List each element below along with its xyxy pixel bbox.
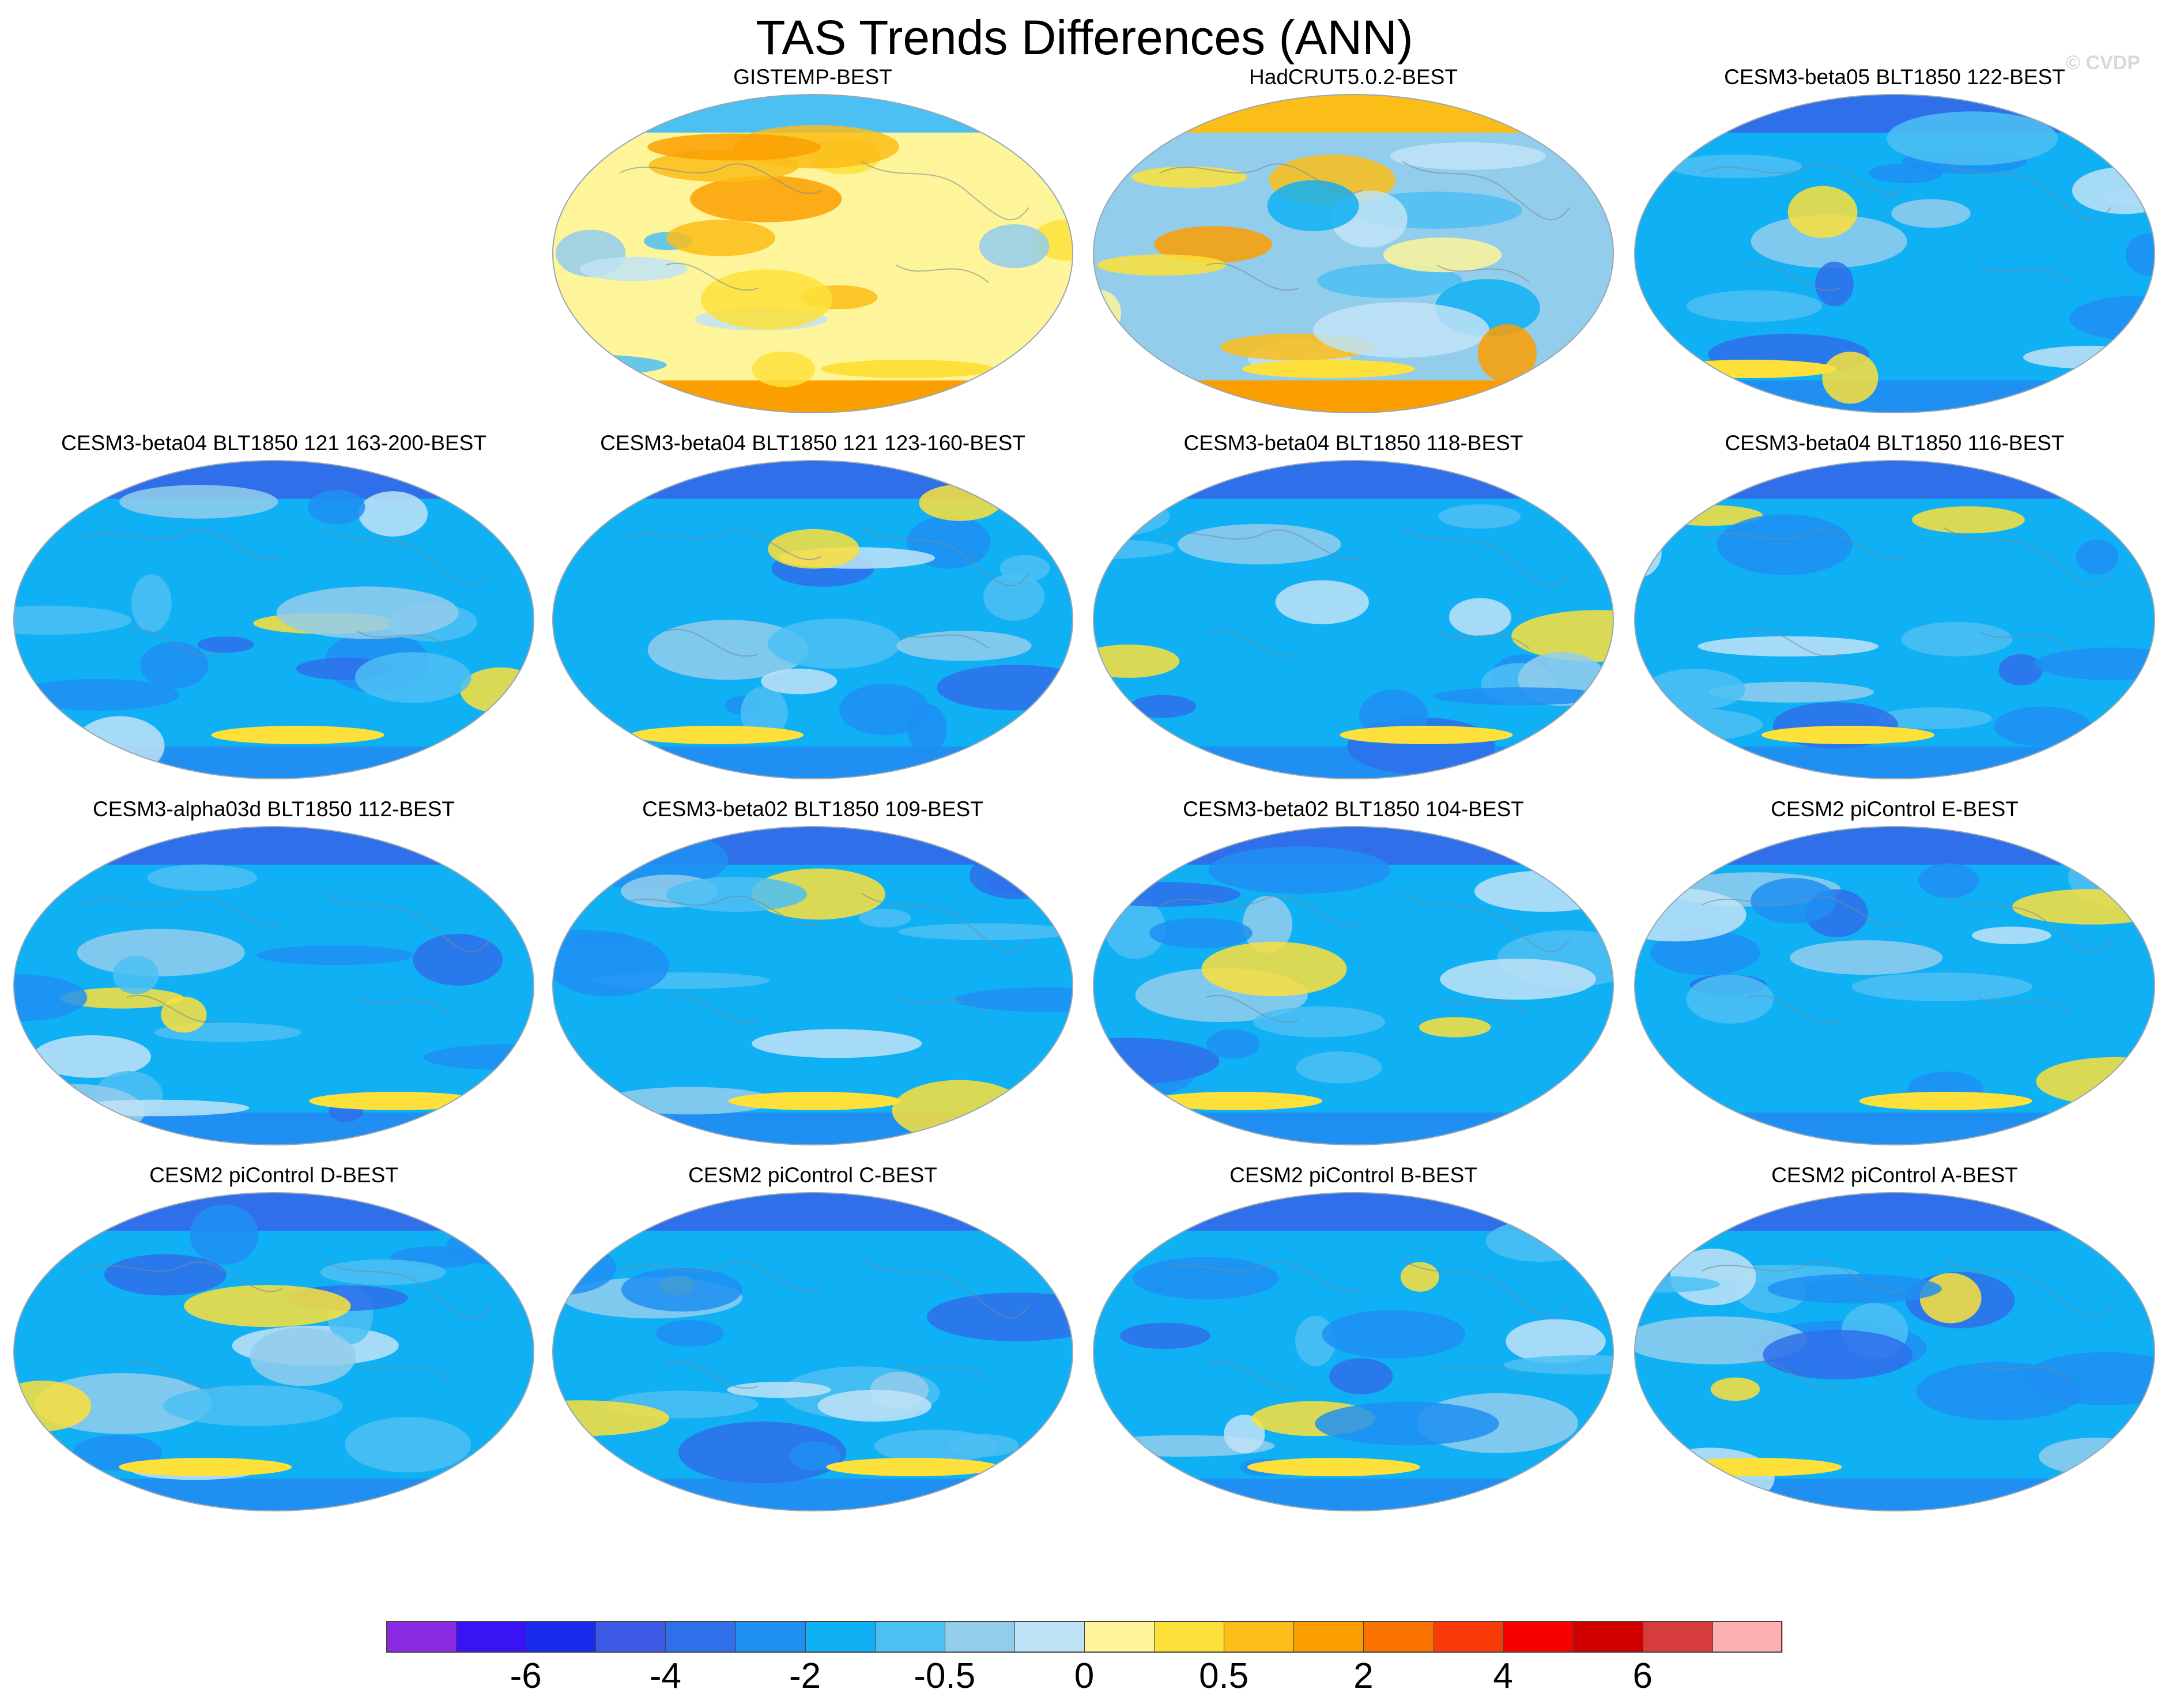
panel-title: CESM2 piControl A-BEST — [1771, 1163, 2018, 1187]
colorbar-swatch — [1363, 1621, 1434, 1653]
colorbar-swatch — [1014, 1621, 1085, 1653]
colorbar-tick-label: 0 — [1074, 1656, 1095, 1696]
colorbar-swatch — [1572, 1621, 1643, 1653]
colorbar-swatch — [1433, 1621, 1504, 1653]
map-panel: CESM3-beta04 BLT1850 121 163-200-BEST — [12, 429, 536, 787]
map-field — [1093, 94, 1614, 413]
map-field — [1634, 1192, 2155, 1511]
map-panel: CESM3-alpha03d BLT1850 112-BEST — [12, 795, 536, 1153]
map-panel: HadCRUT5.0.2-BEST — [1091, 63, 1616, 421]
colorbar-swatch — [595, 1621, 666, 1653]
map-field — [13, 460, 534, 779]
panel-title: CESM3-beta05 BLT1850 122-BEST — [1724, 65, 2065, 89]
map-panel: CESM3-beta02 BLT1850 104-BEST — [1091, 795, 1616, 1153]
chart-title: TAS Trends Differences (ANN) — [756, 10, 1413, 65]
colorbar — [386, 1621, 1783, 1653]
map-field — [1093, 1192, 1614, 1511]
colorbar-tick-label: 0.5 — [1199, 1656, 1249, 1696]
colorbar-swatch — [805, 1621, 876, 1653]
map-field — [1634, 94, 2155, 413]
colorbar-tick-label: -4 — [649, 1656, 681, 1696]
panel-title: CESM3-beta04 BLT1850 121 163-200-BEST — [61, 431, 486, 455]
map-panel: GISTEMP-BEST — [550, 63, 1075, 421]
panel-title: CESM3-beta04 BLT1850 116-BEST — [1725, 431, 2065, 455]
watermark: © CVDP — [2066, 52, 2140, 74]
panel-title: CESM3-beta02 BLT1850 104-BEST — [1183, 797, 1524, 821]
colorbar-tick-label: -2 — [789, 1656, 821, 1696]
map-panel: CESM3-beta04 BLT1850 121 123-160-BEST — [550, 429, 1075, 787]
map-panel: CESM2 piControl E-BEST — [1632, 795, 2157, 1153]
map-panel: CESM3-beta04 BLT1850 118-BEST — [1091, 429, 1616, 787]
colorbar-swatch — [1154, 1621, 1225, 1653]
map-panel: CESM3-beta05 BLT1850 122-BEST — [1632, 63, 2157, 421]
colorbar-tick-label: 4 — [1493, 1656, 1513, 1696]
map-field — [552, 94, 1073, 413]
map-field — [1093, 460, 1614, 779]
map-field — [1634, 826, 2155, 1145]
map-field — [552, 460, 1073, 779]
panel-title: CESM3-alpha03d BLT1850 112-BEST — [93, 797, 455, 821]
map-field — [13, 826, 534, 1145]
map-panel-grid: GISTEMP-BEST HadCRUT5.0.2-BEST CESM3-beta0… — [12, 63, 2157, 1519]
colorbar-tick-label: 6 — [1632, 1656, 1653, 1696]
colorbar-swatch — [1712, 1621, 1783, 1653]
colorbar-tick-label: -0.5 — [914, 1656, 976, 1696]
map-panel: CESM2 piControl C-BEST — [550, 1162, 1075, 1519]
panel-title: CESM2 piControl C-BEST — [688, 1163, 937, 1187]
colorbar-swatch — [1084, 1621, 1155, 1653]
panel-title: HadCRUT5.0.2-BEST — [1249, 65, 1458, 89]
panel-title: CESM3-beta04 BLT1850 118-BEST — [1183, 431, 1523, 455]
map-field — [1093, 826, 1614, 1145]
map-field — [13, 1192, 534, 1511]
colorbar-tick-label: -6 — [510, 1656, 542, 1696]
colorbar-swatch — [456, 1621, 527, 1653]
map-panel: CESM2 piControl A-BEST — [1632, 1162, 2157, 1519]
map-panel: CESM3-beta04 BLT1850 116-BEST — [1632, 429, 2157, 787]
panel-title: GISTEMP-BEST — [733, 65, 892, 89]
map-field — [552, 1192, 1073, 1511]
colorbar-tick-label: 2 — [1353, 1656, 1374, 1696]
colorbar-swatch — [1224, 1621, 1295, 1653]
map-panel: CESM2 piControl D-BEST — [12, 1162, 536, 1519]
map-field — [552, 826, 1073, 1145]
map-panel: CESM2 piControl B-BEST — [1091, 1162, 1616, 1519]
colorbar-swatch — [665, 1621, 736, 1653]
panel-title: CESM2 piControl D-BEST — [149, 1163, 398, 1187]
colorbar-swatch — [944, 1621, 1015, 1653]
map-panel: CESM3-beta02 BLT1850 109-BEST — [550, 795, 1075, 1153]
colorbar-swatch — [386, 1621, 457, 1653]
panel-title: CESM2 piControl E-BEST — [1771, 797, 2019, 821]
colorbar-swatch — [735, 1621, 806, 1653]
colorbar-swatch — [526, 1621, 597, 1653]
panel-title: CESM3-beta02 BLT1850 109-BEST — [642, 797, 983, 821]
colorbar-swatch — [1503, 1621, 1574, 1653]
panel-title: CESM3-beta04 BLT1850 121 123-160-BEST — [600, 431, 1025, 455]
colorbar-swatch — [1642, 1621, 1713, 1653]
colorbar-swatch — [874, 1621, 945, 1653]
map-field — [1634, 460, 2155, 779]
colorbar-swatch — [1293, 1621, 1364, 1653]
panel-title: CESM2 piControl B-BEST — [1229, 1163, 1477, 1187]
